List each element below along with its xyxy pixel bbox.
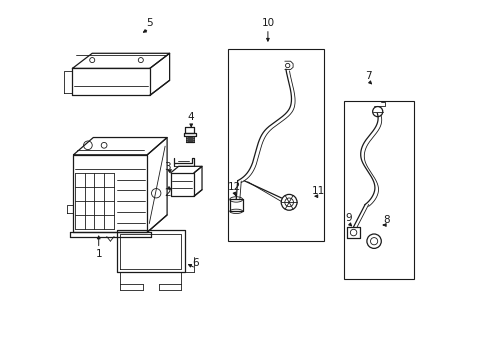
Text: 8: 8 <box>383 215 389 225</box>
Text: 10: 10 <box>261 18 274 28</box>
Text: 2: 2 <box>163 188 170 198</box>
Text: 3: 3 <box>163 162 170 172</box>
Text: 5: 5 <box>145 18 152 28</box>
Text: 11: 11 <box>311 186 324 196</box>
Text: 12: 12 <box>227 182 241 192</box>
Bar <box>228 49 323 241</box>
Text: 7: 7 <box>365 71 371 81</box>
Text: 4: 4 <box>187 112 194 122</box>
Text: 9: 9 <box>345 213 351 223</box>
Text: 6: 6 <box>192 258 199 268</box>
Text: 1: 1 <box>95 249 102 259</box>
Bar <box>343 101 413 279</box>
